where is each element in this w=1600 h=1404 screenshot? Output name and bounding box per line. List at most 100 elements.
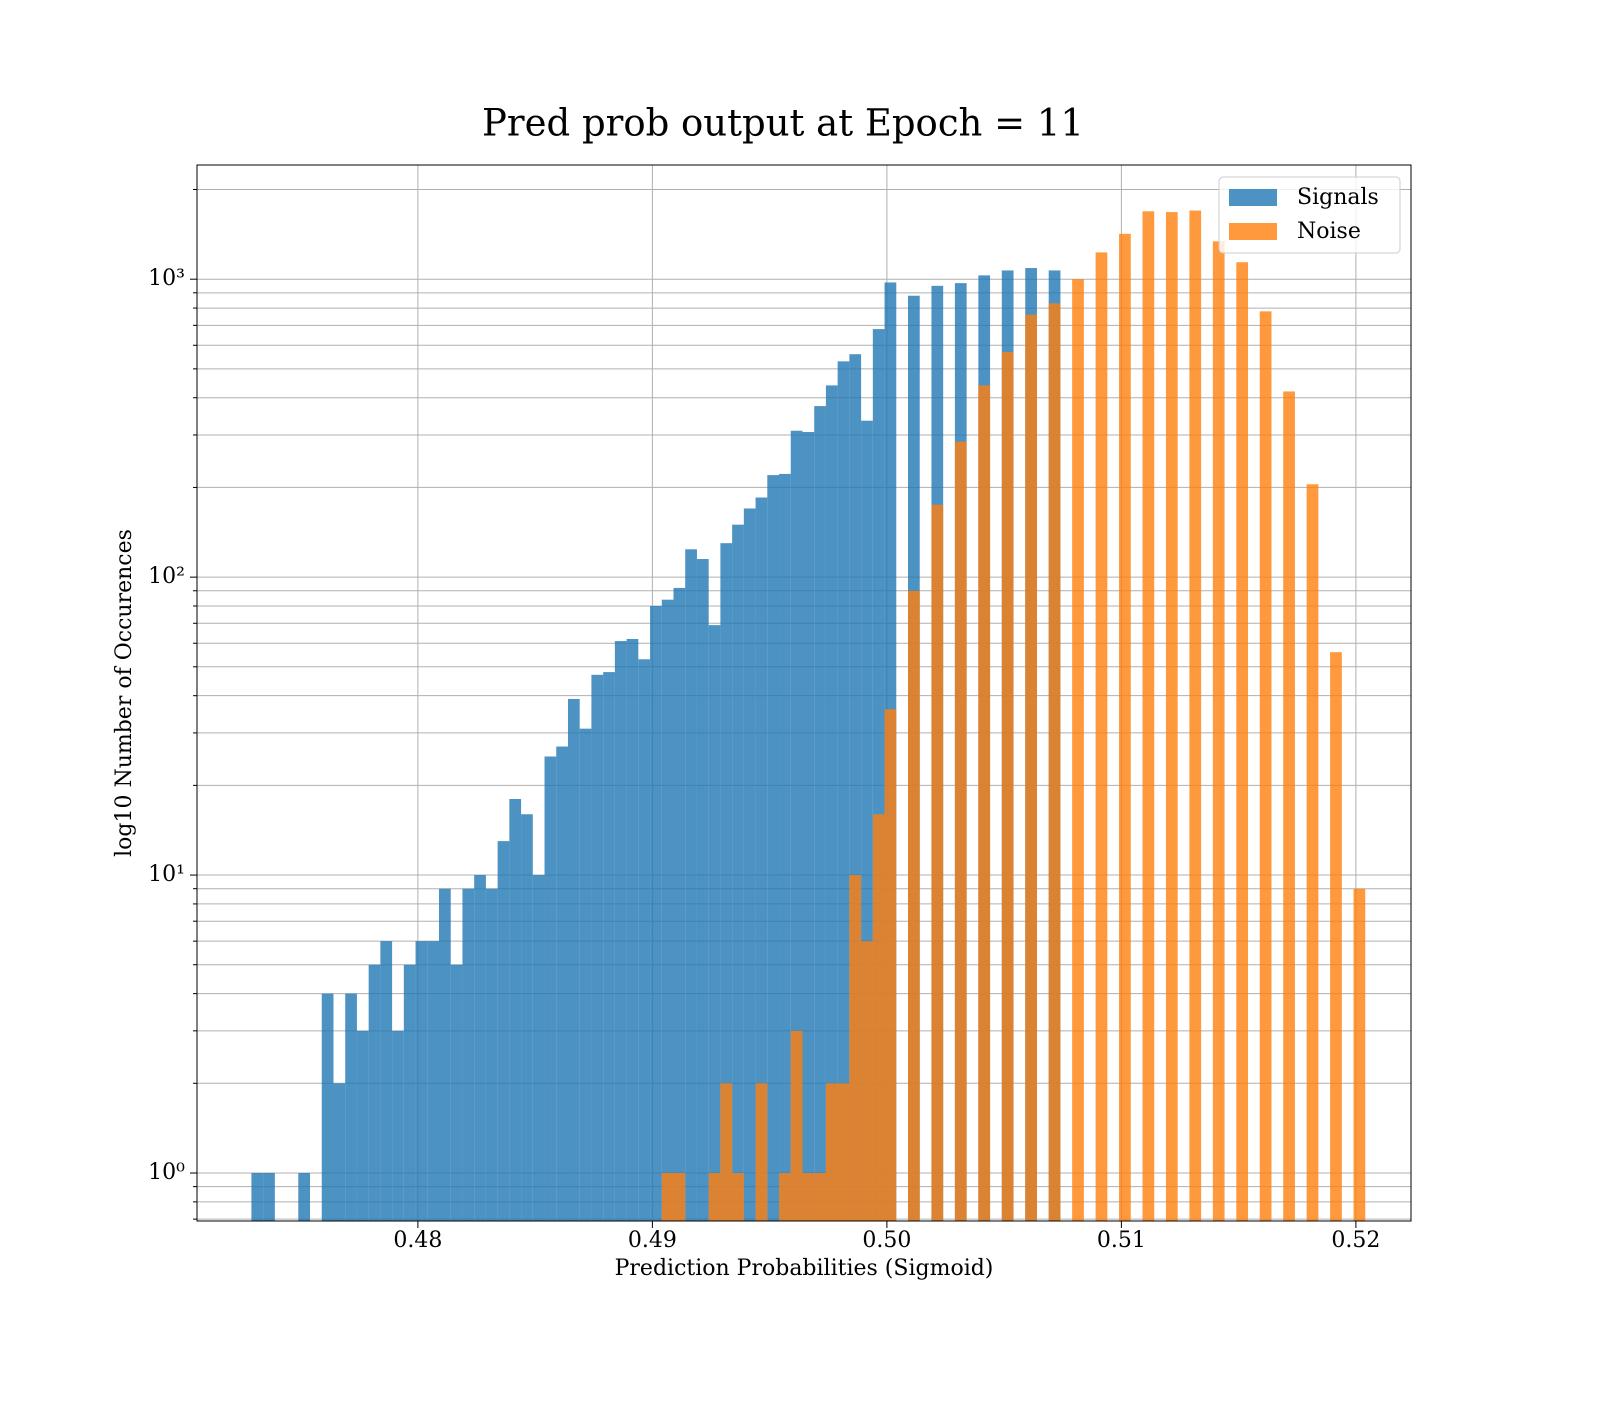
bar xyxy=(1330,652,1342,1221)
bar xyxy=(685,549,697,1221)
bar xyxy=(696,559,709,1221)
bar xyxy=(544,756,557,1221)
bar xyxy=(638,659,651,1221)
bar xyxy=(497,841,510,1221)
bar xyxy=(450,964,463,1221)
bar xyxy=(462,888,475,1221)
bar xyxy=(626,638,639,1221)
bar xyxy=(849,875,862,1221)
x-tick-label: 0.50 xyxy=(862,1228,911,1253)
bar xyxy=(732,524,744,1221)
bar xyxy=(814,406,826,1221)
bar xyxy=(849,354,862,1221)
bar xyxy=(1048,303,1061,1221)
x-tick-label: 0.52 xyxy=(1331,1228,1380,1253)
bar xyxy=(356,1030,369,1221)
bar xyxy=(673,1172,686,1221)
bar xyxy=(720,1083,733,1221)
bar xyxy=(1353,888,1366,1221)
bar xyxy=(368,964,381,1221)
y-tick-label: 10¹ xyxy=(148,862,185,887)
bar xyxy=(1119,233,1131,1221)
bar xyxy=(755,1083,768,1221)
bar xyxy=(661,599,674,1221)
x-tick-label: 0.51 xyxy=(1097,1228,1146,1253)
bar xyxy=(591,674,604,1221)
bar xyxy=(251,1172,264,1221)
bar xyxy=(380,941,393,1221)
bar xyxy=(802,1172,815,1221)
bar xyxy=(802,431,815,1222)
bar xyxy=(872,329,885,1222)
bar xyxy=(837,1083,850,1221)
bar xyxy=(743,508,756,1221)
bar xyxy=(908,590,920,1221)
bar xyxy=(931,504,944,1221)
bar xyxy=(1072,279,1084,1221)
bar xyxy=(661,1172,674,1221)
bar xyxy=(779,1172,791,1221)
bar xyxy=(415,941,428,1221)
plot-frame xyxy=(196,164,1412,1222)
bar xyxy=(427,941,440,1221)
bar xyxy=(861,420,873,1221)
bar xyxy=(650,605,662,1221)
bar xyxy=(439,888,451,1221)
x-tick-label: 0.49 xyxy=(628,1228,677,1253)
bar xyxy=(263,1172,275,1221)
bar xyxy=(509,799,522,1221)
bar xyxy=(825,1083,838,1221)
bar xyxy=(567,698,580,1221)
bar xyxy=(1189,210,1202,1221)
bar xyxy=(403,964,416,1221)
bar xyxy=(673,587,686,1221)
x-tick-label: 0.48 xyxy=(393,1228,442,1253)
legend-label: Signals xyxy=(1297,185,1379,210)
bar xyxy=(521,814,533,1221)
bar xyxy=(579,728,592,1221)
bar xyxy=(345,993,357,1221)
bar xyxy=(333,1083,346,1221)
bar xyxy=(1142,211,1155,1221)
bar xyxy=(755,497,768,1221)
bar xyxy=(837,361,850,1221)
bar xyxy=(1236,262,1249,1221)
bar xyxy=(861,941,873,1221)
bar xyxy=(708,625,721,1221)
bar xyxy=(790,430,803,1221)
bar xyxy=(1283,391,1295,1221)
y-axis-label: log10 Number of Occurences xyxy=(112,529,137,857)
bar xyxy=(872,814,885,1221)
bar xyxy=(790,1030,803,1221)
chart-title: Pred prob output at Epoch = 11 xyxy=(482,102,1084,145)
bar xyxy=(1095,252,1108,1221)
bar xyxy=(392,1030,404,1221)
bar xyxy=(708,1172,721,1221)
legend-swatch xyxy=(1229,189,1277,206)
bar xyxy=(1001,351,1014,1222)
bar xyxy=(732,1172,744,1221)
legend-swatch xyxy=(1229,223,1277,240)
bar xyxy=(1165,212,1178,1221)
bar xyxy=(884,709,897,1221)
bar xyxy=(614,641,627,1221)
bar xyxy=(532,875,545,1221)
bar xyxy=(825,385,838,1221)
bar xyxy=(474,875,486,1221)
bar xyxy=(814,1172,826,1221)
bar xyxy=(954,441,967,1221)
bar xyxy=(603,672,615,1221)
bar xyxy=(298,1172,311,1221)
y-tick-label: 10² xyxy=(148,564,185,589)
y-tick-label: 10³ xyxy=(148,266,185,291)
bar xyxy=(779,473,791,1221)
bar xyxy=(767,475,780,1221)
bar xyxy=(978,385,991,1221)
bar xyxy=(485,888,498,1221)
bar xyxy=(321,993,334,1221)
bar xyxy=(1306,484,1319,1221)
bar xyxy=(1212,241,1225,1222)
bar xyxy=(720,543,733,1221)
legend-label: Noise xyxy=(1297,219,1361,244)
